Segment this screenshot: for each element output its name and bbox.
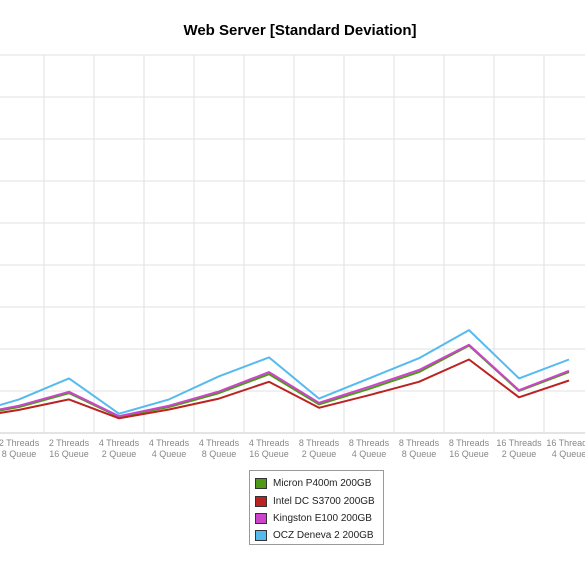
chart-grid: [0, 54, 585, 434]
x-tick-label: 4 Threads 2 Queue: [99, 438, 140, 459]
legend-label-micron: Micron P400m 200GB: [273, 477, 372, 489]
chart-title: Web Server [Standard Deviation]: [183, 22, 416, 39]
x-tick-label: 16 Threads 2 Queue: [496, 438, 542, 459]
x-tick-label: 8 Threads 16 Queue: [449, 438, 490, 459]
x-tick-label: 8 Threads 8 Queue: [399, 438, 440, 459]
x-tick-label: 8 Threads 2 Queue: [299, 438, 340, 459]
legend-swatch-kingston: [255, 512, 267, 524]
legend-swatch-ocz: [255, 529, 267, 541]
series-line-2: [0, 343, 570, 418]
x-tick-label: 2 Threads 16 Queue: [49, 438, 90, 459]
chart-legend: Micron P400m 200GB Intel DC S3700 200GB …: [249, 470, 384, 545]
legend-item-intel: Intel DC S3700 200GB: [255, 494, 375, 508]
chart-series: [0, 329, 570, 420]
x-tick-label: 4 Threads 8 Queue: [199, 438, 240, 459]
x-tick-label: 2 Threads 8 Queue: [0, 438, 40, 459]
legend-item-ocz: OCZ Deneva 2 200GB: [255, 528, 374, 542]
legend-label-ocz: OCZ Deneva 2 200GB: [273, 529, 374, 541]
legend-swatch-intel: [255, 495, 267, 507]
series-line-1: [0, 358, 570, 420]
legend-item-micron: Micron P400m 200GB: [255, 476, 371, 490]
legend-label-intel: Intel DC S3700 200GB: [273, 495, 375, 507]
series-line-3: [0, 329, 570, 415]
x-tick-label: 4 Threads 16 Queue: [249, 438, 290, 459]
legend-label-kingston: Kingston E100 200GB: [273, 512, 372, 524]
x-tick-label: 4 Threads 4 Queue: [149, 438, 190, 459]
legend-swatch-micron: [255, 477, 267, 489]
legend-item-kingston: Kingston E100 200GB: [255, 511, 372, 525]
x-tick-label: 8 Threads 4 Queue: [349, 438, 390, 459]
